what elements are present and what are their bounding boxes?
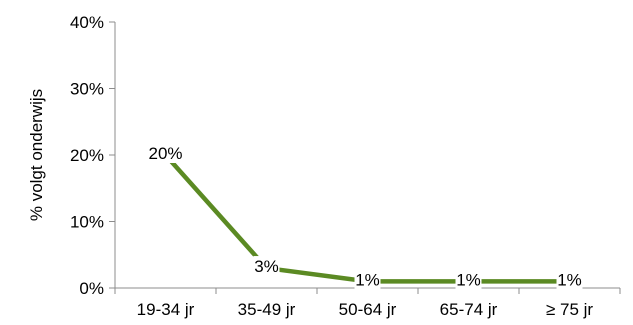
x-tick-label: 50-64 jr (339, 300, 397, 319)
data-label: 20% (148, 144, 182, 163)
x-tick-label: ≥ 75 jr (546, 300, 593, 319)
data-label: 1% (355, 270, 380, 289)
y-axis-title-group: % volgt onderwijs (27, 89, 46, 221)
x-tick-label: 65-74 jr (440, 300, 498, 319)
y-tick-label: 40% (70, 13, 104, 32)
data-label-group: 3% (253, 256, 280, 277)
y-tick-label: 30% (70, 80, 104, 99)
x-axis-ticks: 19-34 jr 35-49 jr 50-64 jr 65-74 jr ≥ 75 jr (114, 288, 621, 319)
series-line-group (163, 153, 570, 284)
data-label: 1% (557, 270, 582, 289)
data-labels: 20% 3% 1% 1% 1% (147, 143, 583, 290)
data-label-group: 20% (147, 143, 184, 163)
y-axis-title: % volgt onderwijs (27, 89, 46, 221)
axes (114, 22, 620, 289)
data-label: 1% (456, 270, 481, 289)
x-tick-label: 35-49 jr (238, 300, 296, 319)
x-tick-label: 19-34 jr (137, 300, 195, 319)
data-label-background (455, 269, 482, 290)
y-tick-label: 0% (79, 279, 104, 298)
data-label-background (354, 269, 381, 290)
data-label-background (556, 269, 583, 290)
y-axis-ticks: 0% 10% 20% 30% 40% (70, 13, 115, 298)
y-tick-label: 10% (70, 213, 104, 232)
data-label-group: 1% (556, 269, 583, 290)
data-label: 3% (254, 257, 279, 276)
data-label-background (147, 143, 184, 163)
data-label-background (253, 256, 280, 277)
series-line (163, 153, 570, 284)
data-label-group: 1% (455, 269, 482, 290)
y-tick-label: 20% (70, 146, 104, 165)
data-label-group: 1% (354, 269, 381, 290)
